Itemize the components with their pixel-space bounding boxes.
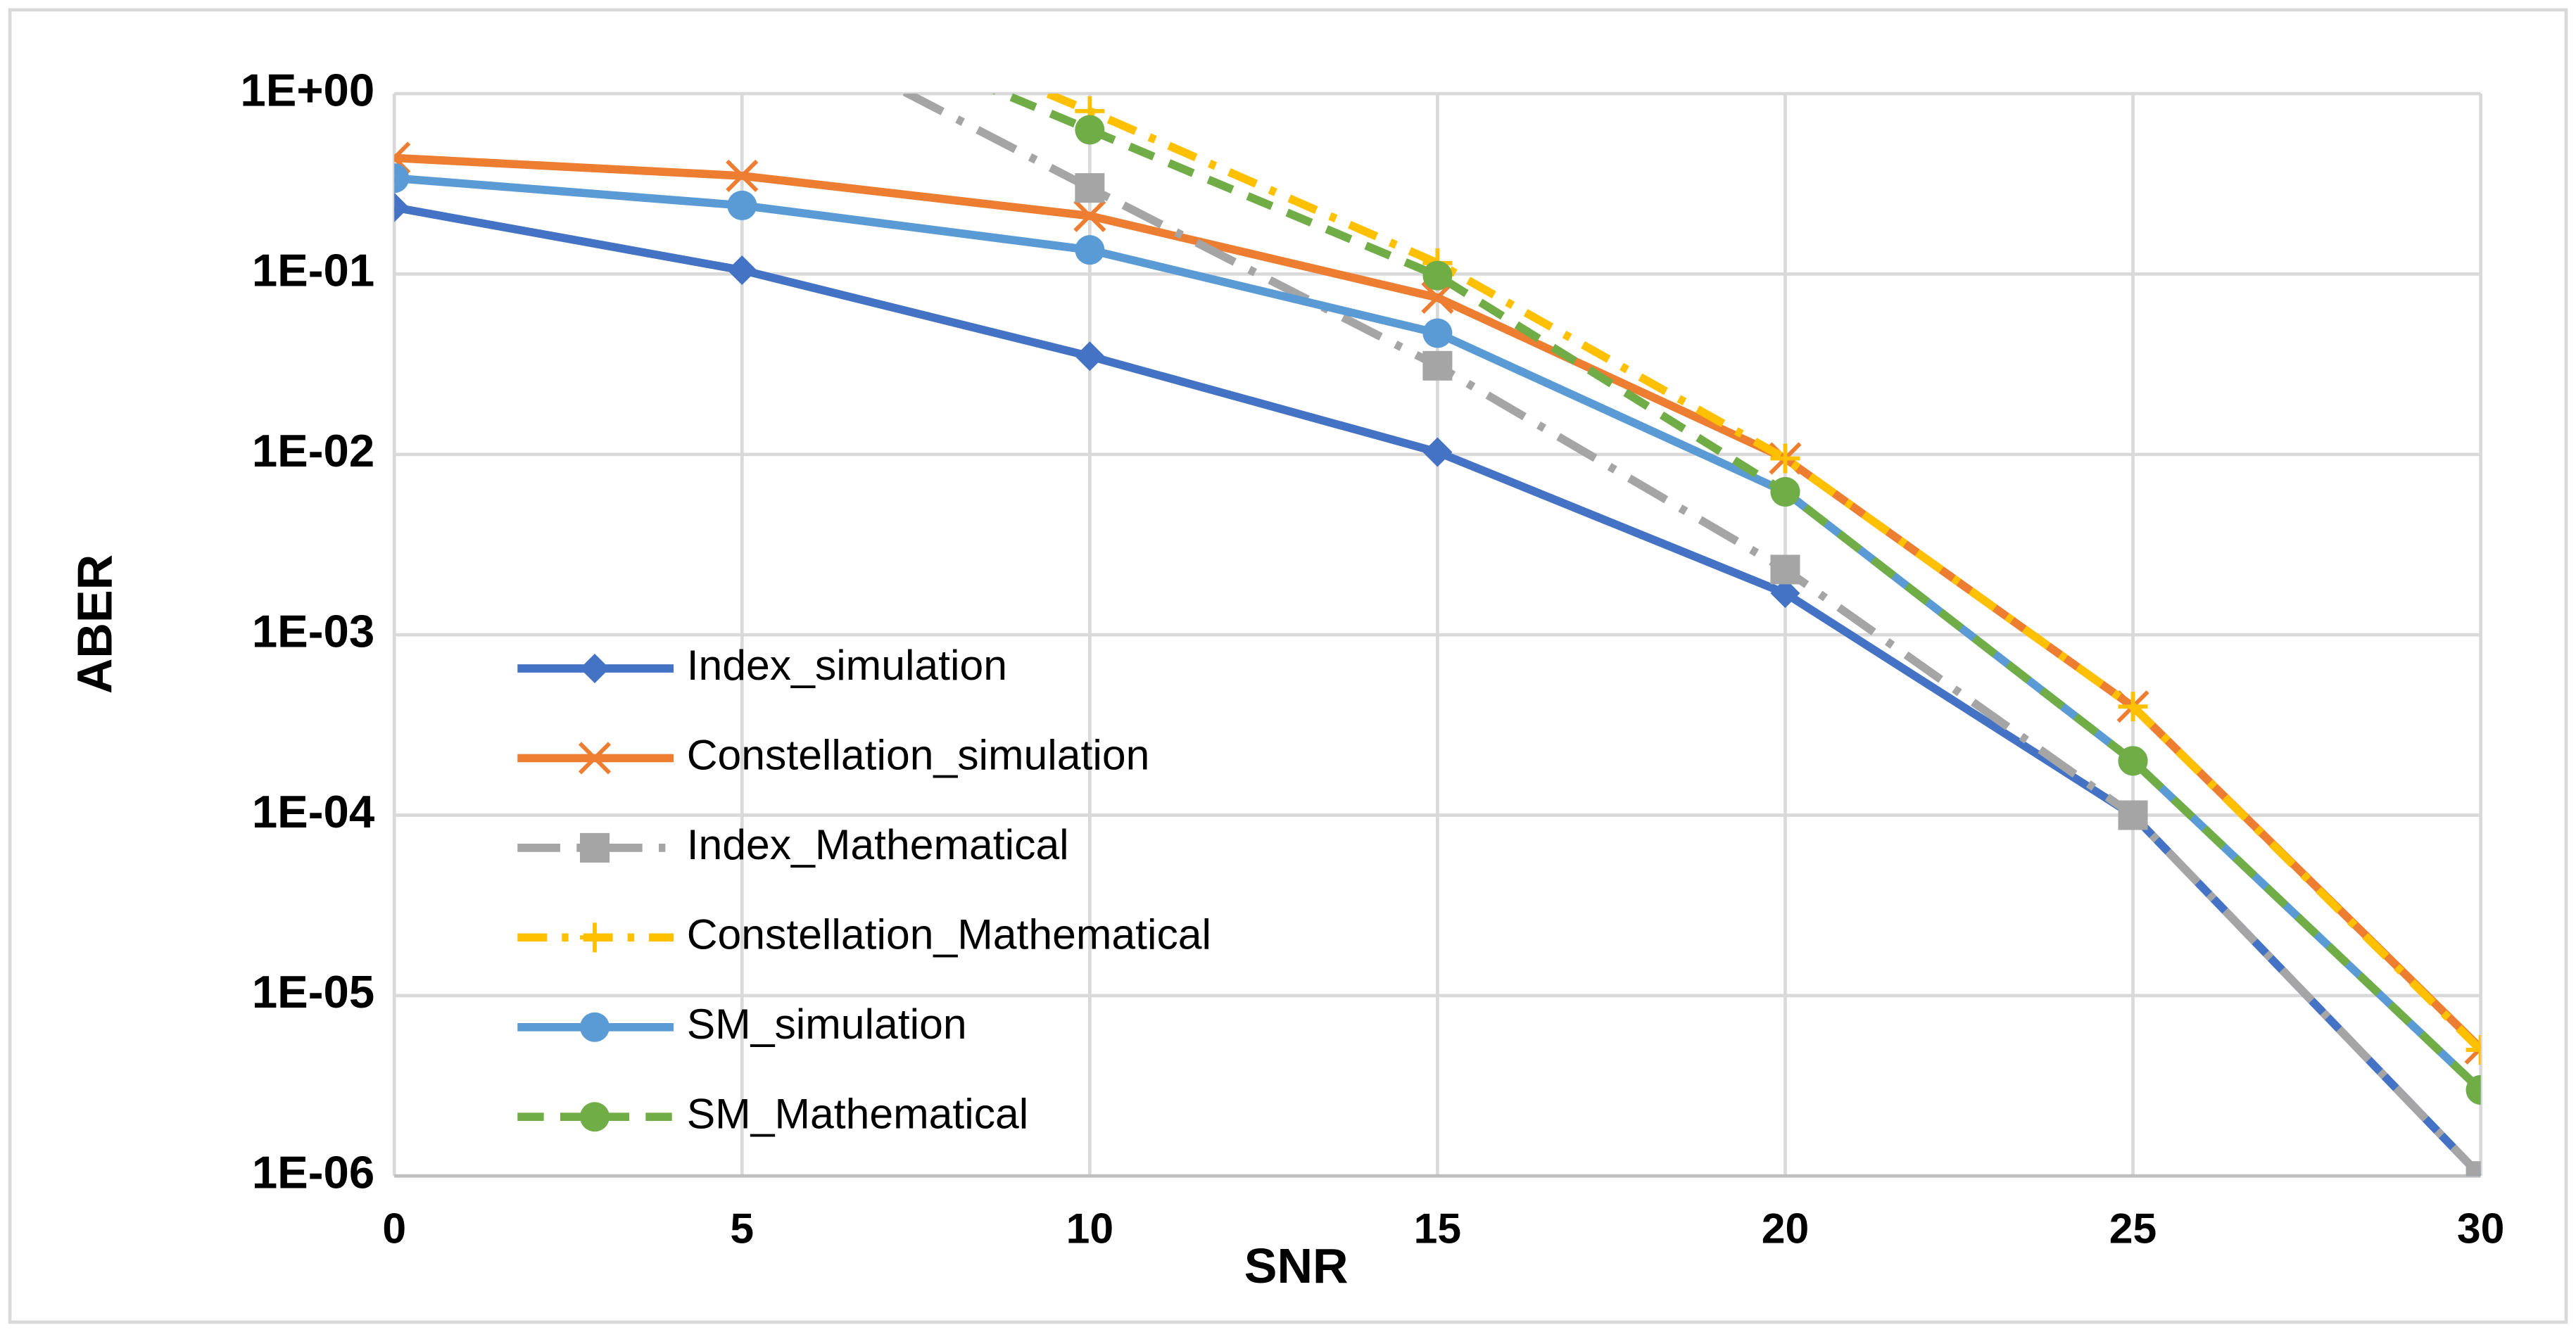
marker [727, 190, 757, 220]
x-tick-label: 20 [1762, 1205, 1809, 1252]
chart-frame [8, 8, 2568, 1324]
x-tick-label: 0 [382, 1205, 406, 1252]
marker [1422, 350, 1453, 381]
y-tick-label: 1E-06 [252, 1147, 374, 1198]
marker [2465, 1161, 2481, 1176]
marker [579, 832, 610, 863]
x-tick-label: 15 [1414, 1205, 1462, 1252]
y-tick-label: 1E-05 [252, 966, 374, 1017]
marker [1422, 318, 1453, 348]
legend-label: Index_simulation [687, 641, 1007, 689]
marker [394, 192, 410, 222]
y-tick-label: 1E-01 [252, 245, 374, 296]
marker [2465, 1074, 2481, 1105]
legend-label: Index_Mathematical [687, 820, 1069, 868]
marker [1421, 281, 1454, 315]
marker [1422, 260, 1453, 291]
marker [579, 1102, 610, 1132]
marker [2118, 800, 2148, 830]
marker [578, 742, 612, 775]
legend-label: Constellation_Mathematical [687, 910, 1211, 958]
legend-label: Constellation_simulation [687, 730, 1150, 778]
legend-label: SM_Mathematical [687, 1089, 1029, 1137]
marker [1770, 554, 1800, 585]
marker [1422, 437, 1453, 467]
marker [1770, 578, 1800, 609]
x-tick-label: 25 [2109, 1205, 2157, 1252]
marker [726, 159, 759, 193]
marker [1770, 476, 1800, 507]
marker [1770, 443, 1800, 474]
marker [1075, 235, 1105, 265]
legend-label: SM_simulation [687, 1000, 967, 1048]
x-tick-label: 5 [730, 1205, 754, 1252]
y-tick-label: 1E-03 [252, 605, 374, 657]
marker [1075, 115, 1105, 145]
y-axis-label: ABER [68, 554, 122, 694]
marker [394, 163, 410, 194]
marker [2465, 1035, 2481, 1065]
x-tick-label: 30 [2457, 1205, 2505, 1252]
marker [1075, 173, 1105, 203]
y-tick-label: 1E-04 [252, 786, 374, 837]
x-tick-label: 10 [1066, 1205, 1114, 1252]
marker [2118, 746, 2148, 776]
marker [1073, 199, 1106, 232]
y-tick-label: 1E+00 [240, 64, 374, 115]
marker [2118, 692, 2148, 722]
marker [579, 922, 610, 953]
marker [579, 1012, 610, 1042]
y-tick-label: 1E-02 [252, 425, 374, 476]
x-axis-label: SNR [1244, 1238, 1349, 1293]
marker [579, 653, 610, 684]
